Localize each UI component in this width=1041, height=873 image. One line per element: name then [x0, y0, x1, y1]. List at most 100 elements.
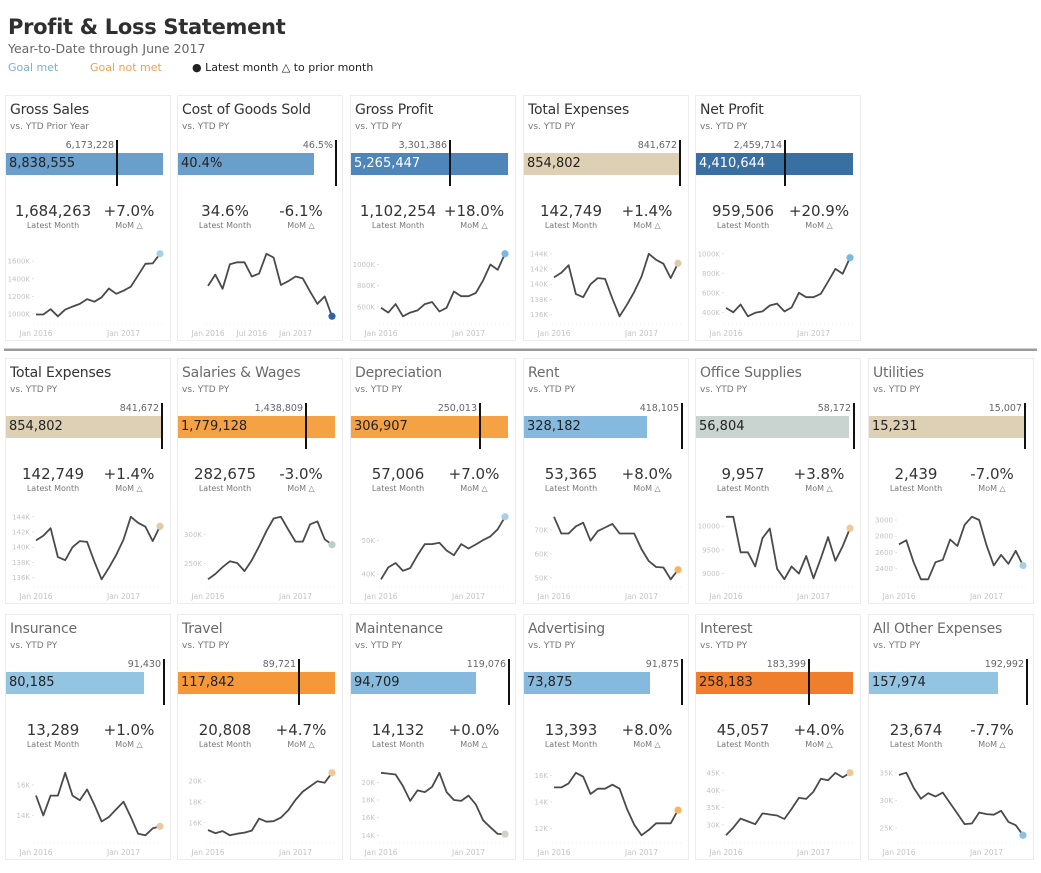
kpi-card-maintenance[interactable]: Maintenance vs. YTD PY 94,709 119,076 14,132…: [350, 614, 516, 860]
actual-value-label: 56,804: [699, 419, 745, 434]
latest-month-kpi: 34.6% Latest Month: [186, 202, 264, 231]
mom-change-kpi: +4.7% MoM △: [266, 721, 336, 750]
mom-change-value: -7.7%: [970, 721, 1014, 739]
x-tick-label: Jan 2016: [881, 592, 915, 601]
sparkline-svg: 600K 800K 1000K Jan 2016 Jan 2017: [353, 250, 509, 338]
card-subtitle: vs. YTD PY: [182, 641, 230, 651]
kpi-card-gross-sales[interactable]: Gross Sales vs. YTD Prior Year 8,838,555 6,…: [5, 95, 171, 341]
kpi-card-office-supplies[interactable]: Office Supplies vs. YTD PY 56,804 58,172 9,9…: [695, 358, 861, 604]
kpi-card-gross-profit[interactable]: Gross Profit vs. YTD PY 5,265,447 3,301,386…: [350, 95, 516, 341]
latest-month-label: Latest Month: [371, 221, 425, 230]
actual-value-label: 306,907: [354, 419, 408, 434]
mom-change-kpi: +1.0% MoM △: [94, 721, 164, 750]
kpi-card-total-expenses-top[interactable]: Total Expenses vs. YTD PY 854,802 841,672 14…: [523, 95, 689, 341]
sparkline-chart: 2400 2600 2800 3000 Jan 2016 Jan 2017: [869, 507, 1035, 603]
target-value-label: 2,459,714: [733, 140, 782, 151]
latest-month-dot: [328, 769, 336, 777]
target-value-label: 89,721: [262, 659, 296, 670]
actual-value-bar: [6, 153, 163, 175]
actual-value-bar: [869, 416, 1026, 438]
actual-value-bar: [869, 672, 998, 694]
card-subtitle: vs. YTD PY: [528, 122, 576, 132]
card-title: Maintenance: [355, 621, 443, 637]
target-marker: [1024, 403, 1026, 449]
target-value-label: 91,430: [127, 659, 161, 670]
target-marker: [479, 403, 481, 449]
actual-value-label: 73,875: [527, 675, 573, 690]
card-title: All Other Expenses: [873, 621, 1003, 637]
card-title: Interest: [700, 621, 753, 637]
kpi-card-total-expenses[interactable]: Total Expenses vs. YTD PY 854,802 841,672 14…: [5, 358, 171, 604]
latest-month-label: Latest Month: [889, 740, 943, 749]
y-tick-label: 140K: [530, 281, 548, 289]
sparkline-svg: 30K 35K 40K 45K Jan 2016 Jan 2017: [707, 769, 854, 857]
y-tick-label: 35K: [880, 769, 894, 777]
mom-change-kpi: +7.0% MoM △: [439, 465, 509, 494]
y-tick-label: 142K: [530, 265, 548, 273]
latest-month-kpi: 1,102,254 Latest Month: [359, 202, 437, 231]
latest-month-label: Latest Month: [544, 484, 598, 493]
x-tick-label: Jan 2017: [969, 592, 1003, 601]
actual-value-bar: [6, 416, 163, 438]
sparkline-chart: 136K 138K 140K 142K 144K Jan 2016 Jan 2017: [524, 244, 690, 340]
latest-month-kpi: 959,506 Latest Month: [704, 202, 782, 231]
latest-month-dot: [1019, 831, 1027, 839]
latest-month-label: Latest Month: [544, 221, 598, 230]
latest-month-value: 1,684,263: [14, 202, 92, 220]
kpi-card-rent[interactable]: Rent vs. YTD PY 328,182 418,105 53,365 Latest…: [523, 358, 689, 604]
kpi-card-utilities[interactable]: Utilities vs. YTD PY 15,231 15,007 2,439 Late…: [868, 358, 1034, 604]
sparkline-chart: 400K 600K 800K 1000K Jan 2016 Jan 2017: [696, 244, 862, 340]
actual-value-bar: [178, 672, 335, 694]
y-tick-label: 18K: [362, 797, 376, 805]
kpi-card-all-other-expenses[interactable]: All Other Expenses vs. YTD PY 157,974 192,9…: [868, 614, 1034, 860]
bullet-bar-chart: 8,838,555 6,173,228: [6, 138, 172, 188]
target-marker: [853, 403, 855, 449]
bullet-bar-chart: 854,802 841,672: [524, 138, 690, 188]
sparkline-chart: 12K 14K 16K Jan 2016 Jan 2017: [524, 763, 690, 859]
mom-change-label: MoM △: [978, 740, 1006, 749]
sparkline-chart: 50K 60K 70K Jan 2016 Jan 2017: [524, 507, 690, 603]
latest-month-kpi: 20,808 Latest Month: [186, 721, 264, 750]
latest-month-value: 959,506: [711, 202, 775, 220]
mom-change-kpi: +3.8% MoM △: [784, 465, 854, 494]
kpi-card-interest[interactable]: Interest vs. YTD PY 258,183 183,399 45,057 La…: [695, 614, 861, 860]
card-subtitle: vs. YTD PY: [528, 641, 576, 651]
latest-month-kpi: 142,749 Latest Month: [532, 202, 610, 231]
card-title: Advertising: [528, 621, 605, 637]
sparkline-line: [380, 253, 506, 318]
actual-value-label: 328,182: [527, 419, 581, 434]
sparkline-line: [725, 771, 851, 836]
x-tick-label: Jan 2016: [190, 329, 224, 338]
latest-month-label: Latest Month: [716, 740, 770, 749]
mom-change-kpi: +7.0% MoM △: [94, 202, 164, 231]
bullet-bar-chart: 5,265,447 3,301,386: [351, 138, 517, 188]
mom-change-value: -7.0%: [970, 465, 1014, 483]
sparkline-line: [35, 515, 161, 581]
kpi-card-advertising[interactable]: Advertising vs. YTD PY 73,875 91,875 13,393 L…: [523, 614, 689, 860]
page-title: Profit & Loss Statement: [8, 15, 286, 39]
target-value-label: 1,438,809: [254, 403, 303, 414]
kpi-card-insurance[interactable]: Insurance vs. YTD PY 80,185 91,430 13,289 Lat…: [5, 614, 171, 860]
sparkline-line: [207, 772, 333, 837]
x-tick-label: Jan 2016: [190, 848, 224, 857]
target-marker: [305, 403, 307, 449]
kpi-card-depreciation[interactable]: Depreciation vs. YTD PY 306,907 250,013 57,0…: [350, 358, 516, 604]
latest-month-value: 13,393: [544, 721, 598, 739]
kpi-card-net-profit[interactable]: Net Profit vs. YTD PY 4,410,644 2,459,714 95…: [695, 95, 861, 341]
latest-month-dot: [328, 541, 336, 549]
actual-value-bar: [696, 672, 853, 694]
x-tick-label: Jan 2016: [708, 592, 742, 601]
sparkline-line: [725, 257, 851, 318]
y-tick-label: 14K: [17, 812, 31, 820]
latest-month-dot: [156, 822, 164, 830]
latest-month-kpi: 13,393 Latest Month: [532, 721, 610, 750]
actual-value-bar: [351, 416, 508, 438]
latest-month-dot: [846, 524, 854, 532]
kpi-card-travel[interactable]: Travel vs. YTD PY 117,842 89,721 20,808 Lates…: [177, 614, 343, 860]
sparkline-line: [380, 516, 506, 580]
sparkline-svg: Jan 2016 Jul 2016 Jan 2017: [190, 252, 336, 338]
x-tick-label: Jan 2016: [190, 592, 224, 601]
kpi-card-salaries-wages[interactable]: Salaries & Wages vs. YTD PY 1,779,128 1,438…: [177, 358, 343, 604]
y-tick-label: 50K: [535, 574, 549, 582]
kpi-card-cogs[interactable]: Cost of Goods Sold vs. YTD PY 40.4% 46.5% 34…: [177, 95, 343, 341]
